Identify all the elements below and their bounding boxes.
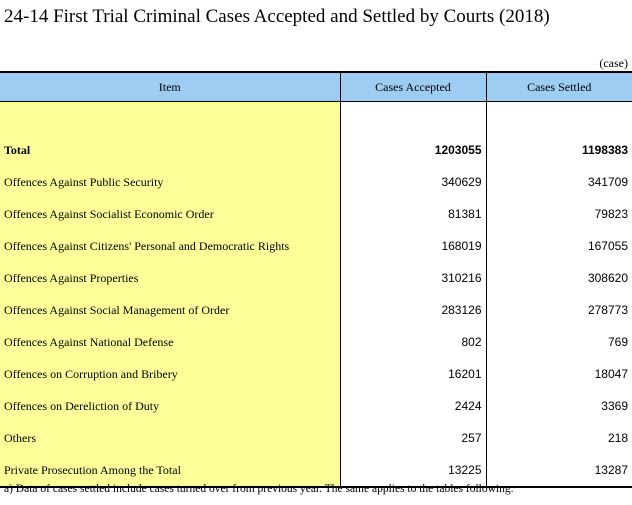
header-cases-settled: Cases Settled [485, 71, 632, 102]
table-row: Offences Against Citizens' Personal and … [0, 230, 632, 262]
table-row: Private Prosecution Among the Total 1322… [0, 454, 632, 488]
header-cases-accepted: Cases Accepted [339, 71, 486, 102]
row-settled: 3369 [485, 390, 632, 422]
row-settled: 769 [485, 326, 632, 358]
data-table-container: Item Cases Accepted Cases Settled Total … [0, 71, 632, 488]
table-row-total: Total 1203055 1198383 [0, 134, 632, 166]
row-accepted: 310216 [339, 262, 486, 294]
table-row: Others 257 218 [0, 422, 632, 454]
row-settled: 167055 [485, 230, 632, 262]
table-row: Offences Against Social Management of Or… [0, 294, 632, 326]
row-item: Offences Against Properties [0, 262, 340, 294]
row-accepted: 81381 [339, 198, 486, 230]
row-settled: 218 [485, 422, 632, 454]
row-settled: 13287 [485, 454, 632, 488]
row-accepted: 16201 [339, 358, 486, 390]
row-item: Offences Against National Defense [0, 326, 340, 358]
unit-label: (case) [599, 56, 628, 70]
table-row: Offences Against Public Security 340629 … [0, 166, 632, 198]
footnote: a) Data of cases settled include cases t… [4, 483, 514, 495]
table-row: Offences Against Properties 310216 30862… [0, 262, 632, 294]
page-title: 24-14 First Trial Criminal Cases Accepte… [4, 6, 550, 27]
row-settled: 278773 [485, 294, 632, 326]
row-item: Offences Against Public Security [0, 166, 340, 198]
table-header-row: Item Cases Accepted Cases Settled [0, 71, 632, 102]
spacer-cell [0, 101, 340, 134]
row-settled: 18047 [485, 358, 632, 390]
row-accepted: 340629 [339, 166, 486, 198]
row-item: Offences Against Social Management of Or… [0, 294, 340, 326]
row-item: Offences Against Citizens' Personal and … [0, 230, 340, 262]
row-item: Offences on Dereliction of Duty [0, 390, 340, 422]
row-settled: 1198383 [485, 134, 632, 166]
row-accepted: 1203055 [339, 134, 486, 166]
table-row: Offences Against National Defense 802 76… [0, 326, 632, 358]
row-item: Offences Against Socialist Economic Orde… [0, 198, 340, 230]
row-item: Offences on Corruption and Bribery [0, 358, 340, 390]
row-accepted: 2424 [339, 390, 486, 422]
row-accepted: 168019 [339, 230, 486, 262]
spacer-cell [485, 101, 632, 134]
row-settled: 308620 [485, 262, 632, 294]
row-accepted: 257 [339, 422, 486, 454]
row-item: Others [0, 422, 340, 454]
row-accepted: 802 [339, 326, 486, 358]
row-settled: 79823 [485, 198, 632, 230]
row-item: Private Prosecution Among the Total [0, 454, 340, 488]
table-spacer-row [0, 101, 632, 134]
table-row: Offences Against Socialist Economic Orde… [0, 198, 632, 230]
cases-table: Item Cases Accepted Cases Settled Total … [0, 71, 632, 488]
table-row: Offences on Dereliction of Duty 2424 336… [0, 390, 632, 422]
header-item: Item [0, 71, 340, 102]
spacer-cell [339, 101, 486, 134]
row-accepted: 13225 [339, 454, 486, 488]
table-row: Offences on Corruption and Bribery 16201… [0, 358, 632, 390]
row-settled: 341709 [485, 166, 632, 198]
row-item: Total [0, 134, 340, 166]
row-accepted: 283126 [339, 294, 486, 326]
